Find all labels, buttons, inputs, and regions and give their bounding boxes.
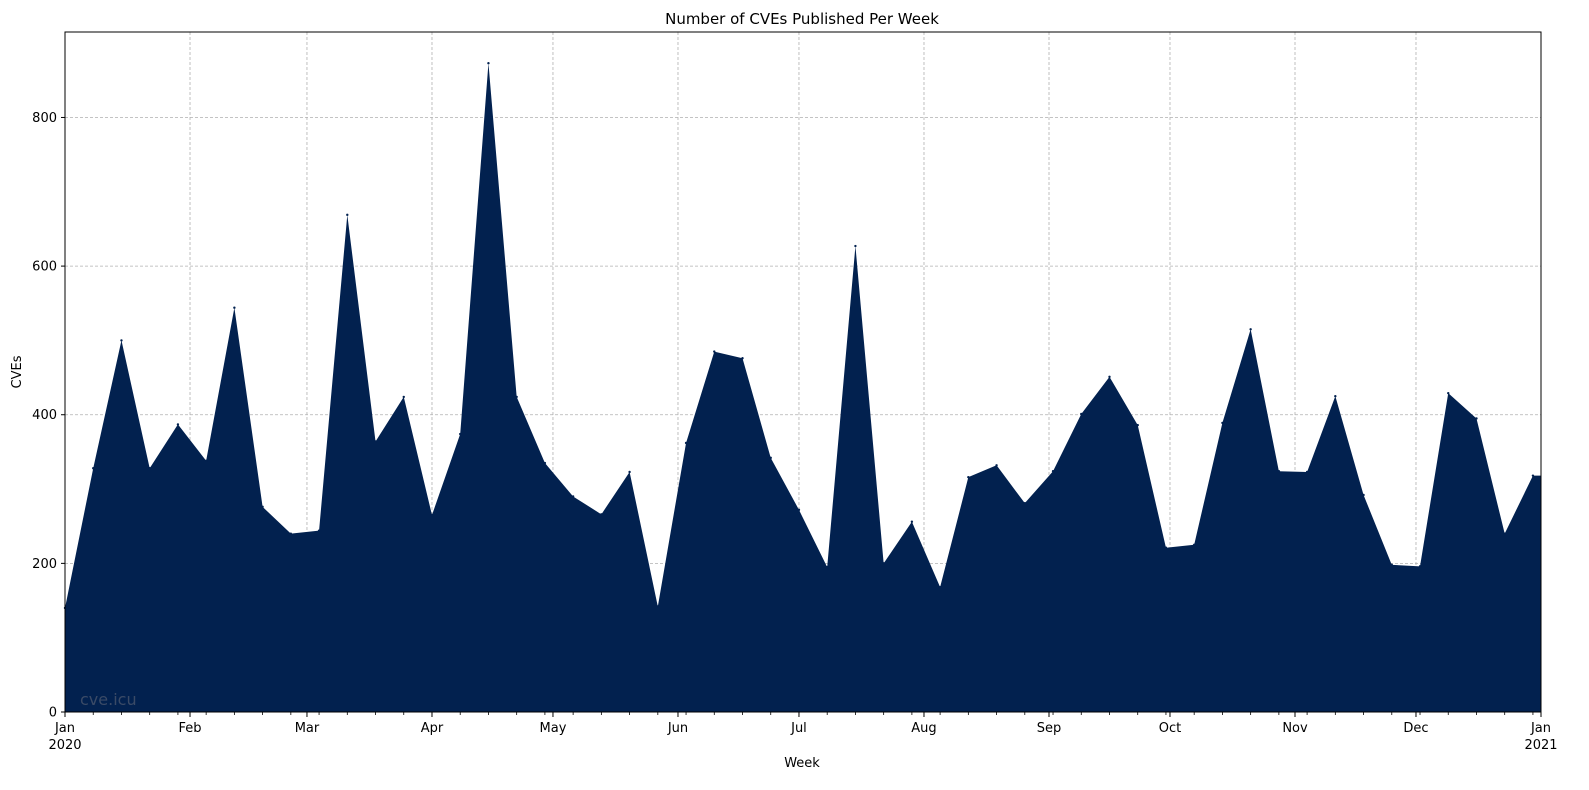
x-tick-year-label: 2021 — [1524, 738, 1557, 753]
x-tick-label: Nov — [1282, 721, 1308, 736]
x-tick-label: Oct — [1159, 721, 1181, 736]
data-point — [995, 464, 998, 467]
data-point — [1192, 543, 1196, 546]
chart-title: Number of CVEs Published Per Week — [665, 10, 939, 28]
data-point — [487, 62, 490, 65]
data-point — [628, 470, 631, 474]
data-point — [374, 440, 377, 443]
data-point — [1390, 563, 1393, 567]
data-point — [233, 306, 236, 309]
data-point — [1277, 470, 1281, 473]
data-point — [459, 432, 462, 436]
data-point — [967, 475, 970, 479]
y-axis-title: CVEs — [10, 355, 25, 388]
data-point — [684, 441, 688, 445]
data-point — [825, 565, 829, 569]
data-point — [1334, 394, 1337, 398]
data-point — [1108, 375, 1111, 379]
y-tick-label: 400 — [32, 408, 57, 423]
data-point — [289, 532, 293, 535]
data-point — [204, 459, 208, 463]
data-point — [600, 513, 603, 516]
x-tick-label: May — [540, 721, 567, 736]
data-point — [346, 213, 349, 217]
data-point — [769, 456, 772, 460]
data-point — [882, 562, 885, 565]
data-point — [543, 461, 547, 465]
data-point — [176, 423, 180, 426]
x-tick-label: Jul — [790, 721, 807, 736]
series-area — [65, 63, 1541, 712]
data-point — [1362, 493, 1365, 497]
data-point — [713, 350, 716, 353]
x-tick-label: Apr — [421, 721, 444, 736]
data-point — [430, 513, 434, 517]
data-point — [317, 529, 321, 532]
data-point — [1531, 474, 1535, 477]
data-point — [1136, 423, 1139, 427]
x-tick-label: Sep — [1037, 721, 1062, 736]
data-point — [1503, 532, 1506, 535]
x-tick-year-label: 2020 — [48, 738, 81, 753]
data-point — [910, 520, 914, 523]
x-tick-label: Feb — [179, 721, 202, 736]
data-point — [938, 585, 942, 589]
data-point — [1164, 546, 1168, 549]
data-point — [1080, 412, 1083, 416]
data-point — [656, 605, 660, 608]
y-tick-label: 0 — [49, 706, 57, 721]
data-point — [1249, 328, 1252, 331]
x-tick-label: Dec — [1403, 721, 1428, 736]
data-point — [854, 244, 857, 248]
x-tick-label: Mar — [295, 721, 320, 736]
x-tick-label: Jan — [1530, 721, 1551, 736]
data-point — [1305, 470, 1309, 474]
data-point — [148, 467, 151, 470]
y-tick-label: 200 — [32, 557, 57, 572]
data-point — [571, 495, 575, 498]
data-point — [1475, 417, 1478, 420]
data-point — [741, 357, 744, 360]
x-tick-label: Jun — [667, 721, 688, 736]
data-point — [1023, 501, 1027, 505]
watermark: cve.icu — [80, 690, 137, 709]
x-axis: Jan 2020 Feb Mar Apr May Jun Jul Aug Sep Oct Nov Dec… — [48, 712, 1558, 753]
x-tick-label: Jan — [54, 721, 75, 736]
y-tick-label: 600 — [32, 260, 57, 275]
data-point — [1221, 421, 1224, 425]
data-point — [92, 467, 95, 470]
x-tick-label: Aug — [911, 721, 936, 736]
data-point — [402, 395, 405, 399]
x-axis-title: Week — [784, 756, 820, 771]
data-point — [1447, 391, 1450, 395]
plot-frame — [64, 31, 1542, 713]
data-point — [261, 505, 264, 509]
data-point — [1418, 565, 1422, 568]
y-axis: 0 200 400 600 800 — [32, 111, 65, 721]
data-point — [797, 508, 801, 512]
data-point — [515, 395, 518, 399]
data-point — [1051, 470, 1055, 473]
y-tick-label: 800 — [32, 111, 57, 126]
data-point — [120, 339, 123, 342]
